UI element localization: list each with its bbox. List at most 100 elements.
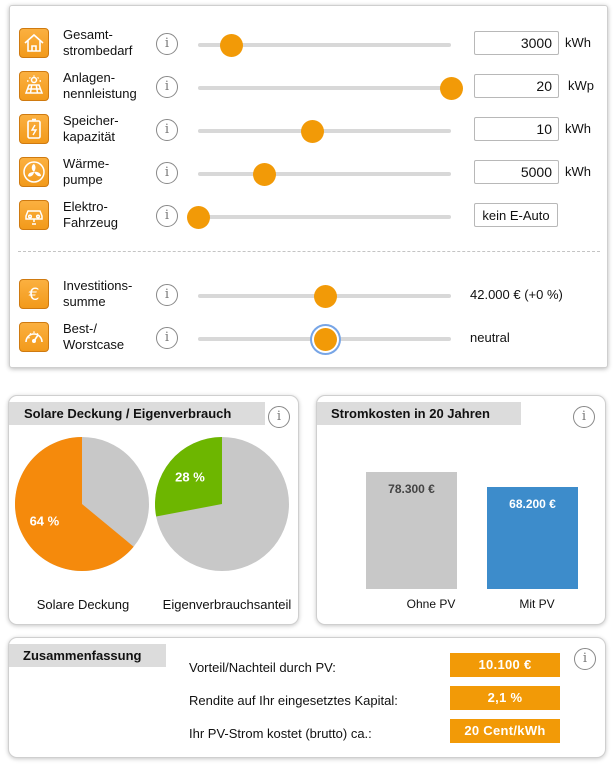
row-label: Investitions-summe <box>63 278 163 310</box>
summary-box: Zusammenfassung i Vorteil/Nachteil durch… <box>8 637 606 758</box>
row-label: Anlagen-nennleistung <box>63 70 163 102</box>
slider-track[interactable] <box>198 120 451 143</box>
pie-value-label: 28 % <box>175 470 205 485</box>
slider-track[interactable] <box>187 206 451 229</box>
summary-value-vorteil: 10.100 € <box>450 653 560 677</box>
label-line1: Best-/ <box>63 321 97 336</box>
svg-text:€: € <box>29 285 40 305</box>
waermepumpe-input[interactable]: 5000 <box>474 160 559 184</box>
pie-value-label: 64 % <box>30 514 60 529</box>
summary-value-strompreis: 20 Cent/kWh <box>450 719 560 743</box>
row-anlagennennleistung: Anlagen-nennleistung i 20 kWp <box>10 69 607 105</box>
row-label: Best-/Worstcase <box>63 321 163 353</box>
info-icon[interactable]: i <box>156 205 178 227</box>
bar-ohne-pv: 78.300 € <box>366 472 457 589</box>
pie-label-solare-deckung: Solare Deckung <box>36 597 130 612</box>
row-investitionssumme: € Investitions-summe i 42.000 € (+0 %) <box>10 277 607 313</box>
solar-box: Solare Deckung / Eigenverbrauch i 64 % 2… <box>8 395 299 625</box>
summary-label-vorteil: Vorteil/Nachteil durch PV: <box>189 660 336 675</box>
divider <box>18 251 600 252</box>
label-line2: summe <box>63 294 106 309</box>
label-line2: pumpe <box>63 172 103 187</box>
info-icon[interactable]: i <box>574 648 596 670</box>
row-speicherkapazitaet: Speicher-kapazität i 10 kWh <box>10 112 607 148</box>
summary-label-strompreis: Ihr PV-Strom kostet (brutto) ca.: <box>189 726 372 741</box>
label-line1: Wärme- <box>63 156 110 171</box>
label-line1: Gesamt- <box>63 27 113 42</box>
unit-label: kWh <box>565 35 591 50</box>
strombedarf-input[interactable]: 3000 <box>474 31 559 55</box>
info-icon[interactable]: i <box>573 406 595 428</box>
label-line1: Speicher- <box>63 113 119 128</box>
bar-label-mit-pv: Mit PV <box>519 597 555 611</box>
info-icon[interactable]: i <box>156 327 178 349</box>
label-line2: Worstcase <box>63 337 125 352</box>
bar-value-ohne-pv: 78.300 € <box>388 482 435 496</box>
info-icon[interactable]: i <box>156 76 178 98</box>
fan-icon <box>19 157 49 187</box>
slider-knob[interactable] <box>300 120 324 143</box>
slider-track[interactable] <box>198 328 451 351</box>
unit-label: kWp <box>568 78 594 93</box>
label-line2: strombedarf <box>63 43 133 58</box>
summary-title: Zusammenfassung <box>9 644 166 667</box>
pie-label-eigenverbrauch: Eigenverbrauchsanteil <box>162 597 292 612</box>
costs-box: Stromkosten in 20 Jahren i 78.300 € 68.2… <box>316 395 606 625</box>
row-best-worstcase: Best-/Worstcase i neutral <box>10 320 607 356</box>
battery-icon <box>19 114 49 144</box>
unit-label: kWh <box>565 164 591 179</box>
row-gesamtstrombedarf: Gesamt-strombedarf i 3000 kWh <box>10 26 607 62</box>
label-line1: Anlagen- <box>63 70 116 85</box>
row-label: Wärme-pumpe <box>63 156 163 188</box>
row-elektrofahrzeug: Elektro- Fahrzeug i kein E-Auto <box>10 198 607 234</box>
euro-icon: € <box>19 279 49 309</box>
row-waermepumpe: Wärme-pumpe i 5000 kWh <box>10 155 607 191</box>
pie-solare-deckung: 64 % <box>15 437 149 571</box>
label-line2: kapazität <box>63 129 116 144</box>
gauge-icon <box>19 322 49 352</box>
solar-panel-icon <box>19 71 49 101</box>
row-label: Gesamt-strombedarf <box>63 27 163 59</box>
costs-title: Stromkosten in 20 Jahren <box>317 402 521 425</box>
pie-chart: 64 % 28 % <box>15 437 289 571</box>
info-icon[interactable]: i <box>156 284 178 306</box>
slider-knob[interactable] <box>440 77 463 100</box>
nennleistung-input[interactable]: 20 <box>474 74 559 98</box>
info-icon[interactable]: i <box>268 406 290 428</box>
label-line1: Elektro- <box>63 199 108 214</box>
row-label: Speicher-kapazität <box>63 113 163 145</box>
unit-label: kWh <box>565 121 591 136</box>
info-icon[interactable]: i <box>156 119 178 141</box>
pie-value-slice <box>155 437 222 517</box>
label-line2: nennleistung <box>63 86 137 101</box>
bar-label-ohne-pv: Ohne PV <box>406 597 456 611</box>
summary-value-rendite: 2,1 % <box>450 686 560 710</box>
slider-track[interactable] <box>198 163 451 186</box>
case-value: neutral <box>470 330 510 345</box>
slider-knob[interactable] <box>313 328 337 351</box>
investition-value: 42.000 € (+0 %) <box>470 287 563 302</box>
label-line2: Fahrzeug <box>63 215 118 230</box>
slider-knob[interactable] <box>313 285 337 308</box>
slider-knob[interactable] <box>252 163 276 186</box>
settings-panel: Gesamt-strombedarf i 3000 kWh Anlagen-ne… <box>9 5 608 368</box>
bar-value-mit-pv: 68.200 € <box>509 497 556 512</box>
info-icon[interactable]: i <box>156 33 178 55</box>
slider-track[interactable] <box>198 77 463 100</box>
label-line1: Investitions- <box>63 278 133 293</box>
e-auto-select[interactable]: kein E-Auto <box>474 203 558 227</box>
summary-label-rendite: Rendite auf Ihr eingesetztes Kapital: <box>189 693 398 708</box>
pie-eigenverbrauch: 28 % <box>155 437 289 571</box>
info-icon[interactable]: i <box>156 162 178 184</box>
pie-value-slice <box>15 437 134 571</box>
solar-title: Solare Deckung / Eigenverbrauch <box>9 402 265 425</box>
speicher-input[interactable]: 10 <box>474 117 559 141</box>
house-icon <box>19 28 49 58</box>
electric-car-icon <box>19 200 49 230</box>
slider-track[interactable] <box>198 285 451 308</box>
bar-mit-pv: 68.200 € <box>487 487 578 589</box>
slider-knob[interactable] <box>219 34 243 57</box>
slider-track[interactable] <box>198 34 451 57</box>
slider-knob[interactable] <box>187 206 210 229</box>
row-label: Elektro- Fahrzeug <box>63 199 163 231</box>
